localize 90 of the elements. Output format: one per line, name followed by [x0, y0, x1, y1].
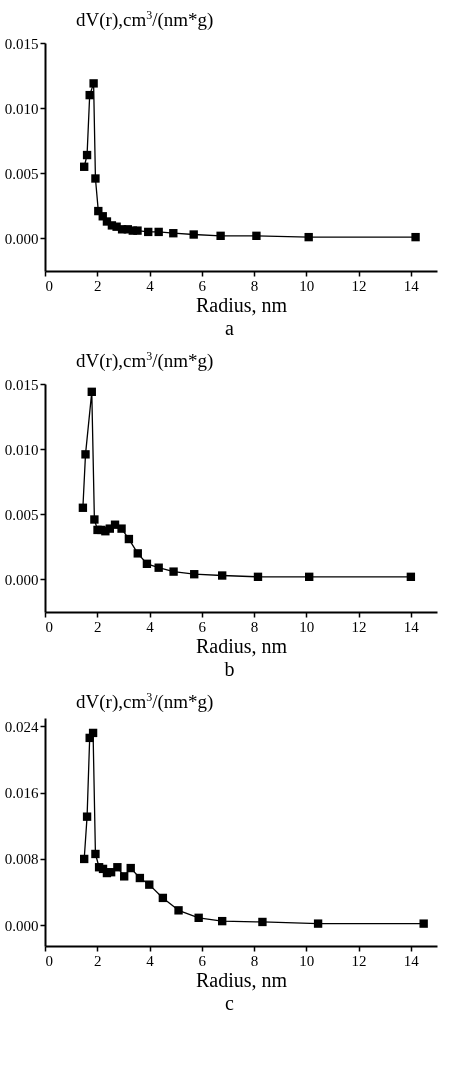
y-tick-label: 0.000	[4, 230, 39, 247]
x-axis-title: Radius, nm	[195, 293, 288, 316]
x-tick-label: 14	[403, 277, 420, 294]
x-tick-label: 14	[403, 618, 420, 635]
x-tick-label: 8	[250, 952, 259, 969]
x-tick-label: 4	[146, 952, 155, 969]
point	[120, 872, 129, 881]
point	[117, 524, 126, 533]
x-tick-label: 4	[146, 618, 155, 635]
point	[88, 728, 98, 738]
x-tick-label: 10	[299, 618, 315, 635]
y-axis-title: dV(r),cm$^{3}$/(nm*g)	[75, 689, 215, 713]
point	[258, 917, 267, 927]
y-tick-label: 0.000	[4, 917, 39, 934]
text: b	[223, 658, 236, 682]
point	[253, 572, 263, 582]
point	[126, 863, 135, 873]
point	[80, 162, 89, 171]
point	[90, 515, 99, 524]
point	[169, 567, 178, 576]
point	[411, 232, 420, 242]
point	[218, 916, 227, 926]
point	[189, 230, 198, 239]
x-tick-label: 0	[45, 952, 53, 969]
point	[154, 563, 163, 572]
x-tick-label: 0	[45, 618, 53, 635]
point	[252, 231, 261, 241]
point	[89, 79, 98, 88]
point	[158, 893, 168, 903]
point	[78, 503, 88, 512]
point	[82, 150, 92, 160]
point	[154, 227, 163, 237]
point	[82, 812, 92, 821]
y-tick-label: 0.016	[4, 785, 39, 802]
x-tick-label: 2	[94, 277, 102, 294]
point	[91, 174, 100, 183]
point	[419, 919, 428, 928]
x-tick-label: 12	[351, 277, 367, 294]
point	[169, 229, 178, 238]
x-tick-label: 6	[198, 952, 207, 969]
x-tick-label: 4	[146, 277, 155, 294]
point	[87, 387, 96, 396]
y-tick-label: 0.024	[4, 718, 39, 735]
point	[145, 880, 154, 889]
point	[81, 450, 90, 459]
point	[305, 572, 314, 582]
x-axis-title: Radius, nm	[195, 634, 288, 657]
y-tick-label: 0.000	[4, 571, 39, 588]
point	[85, 90, 94, 100]
point	[133, 549, 142, 558]
point	[194, 913, 203, 922]
y-tick-label: 0.005	[4, 165, 39, 182]
point	[406, 572, 416, 582]
point	[133, 226, 142, 235]
point	[216, 231, 225, 241]
x-axis-title: Radius, nm	[195, 968, 288, 991]
point	[190, 570, 199, 579]
point	[142, 559, 152, 568]
x-tick-label: 2	[94, 952, 102, 969]
x-tick-label: 14	[403, 952, 420, 969]
x-tick-label: 0	[45, 277, 53, 294]
y-tick-label: 0.005	[4, 506, 39, 523]
text: c	[224, 992, 235, 1016]
point	[313, 919, 323, 928]
x-tick-label: 8	[250, 277, 259, 294]
y-axis-title: dV(r),cm$^{3}$/(nm*g)	[75, 348, 215, 372]
y-tick-label: 0.010	[4, 441, 39, 458]
point	[304, 232, 313, 242]
y-tick-label: 0.015	[4, 35, 39, 52]
x-tick-label: 12	[351, 618, 367, 635]
y-tick-label: 0.015	[4, 376, 39, 393]
x-tick-label: 10	[299, 952, 315, 969]
point	[113, 863, 122, 872]
x-tick-label: 6	[198, 618, 207, 635]
point	[80, 854, 89, 864]
y-axis-title: dV(r),cm$^{3}$/(nm*g)	[75, 7, 215, 31]
x-tick-label: 6	[198, 277, 207, 294]
text: a	[224, 317, 235, 341]
x-tick-label: 10	[299, 277, 315, 294]
point	[144, 227, 153, 237]
point	[91, 849, 100, 859]
point	[124, 534, 134, 544]
x-tick-label: 2	[94, 618, 102, 635]
y-tick-label: 0.010	[4, 100, 39, 117]
point	[174, 906, 183, 915]
y-tick-label: 0.008	[4, 851, 39, 868]
point	[135, 873, 145, 883]
x-tick-label: 12	[351, 952, 367, 969]
point	[218, 571, 227, 580]
x-tick-label: 8	[250, 618, 259, 635]
